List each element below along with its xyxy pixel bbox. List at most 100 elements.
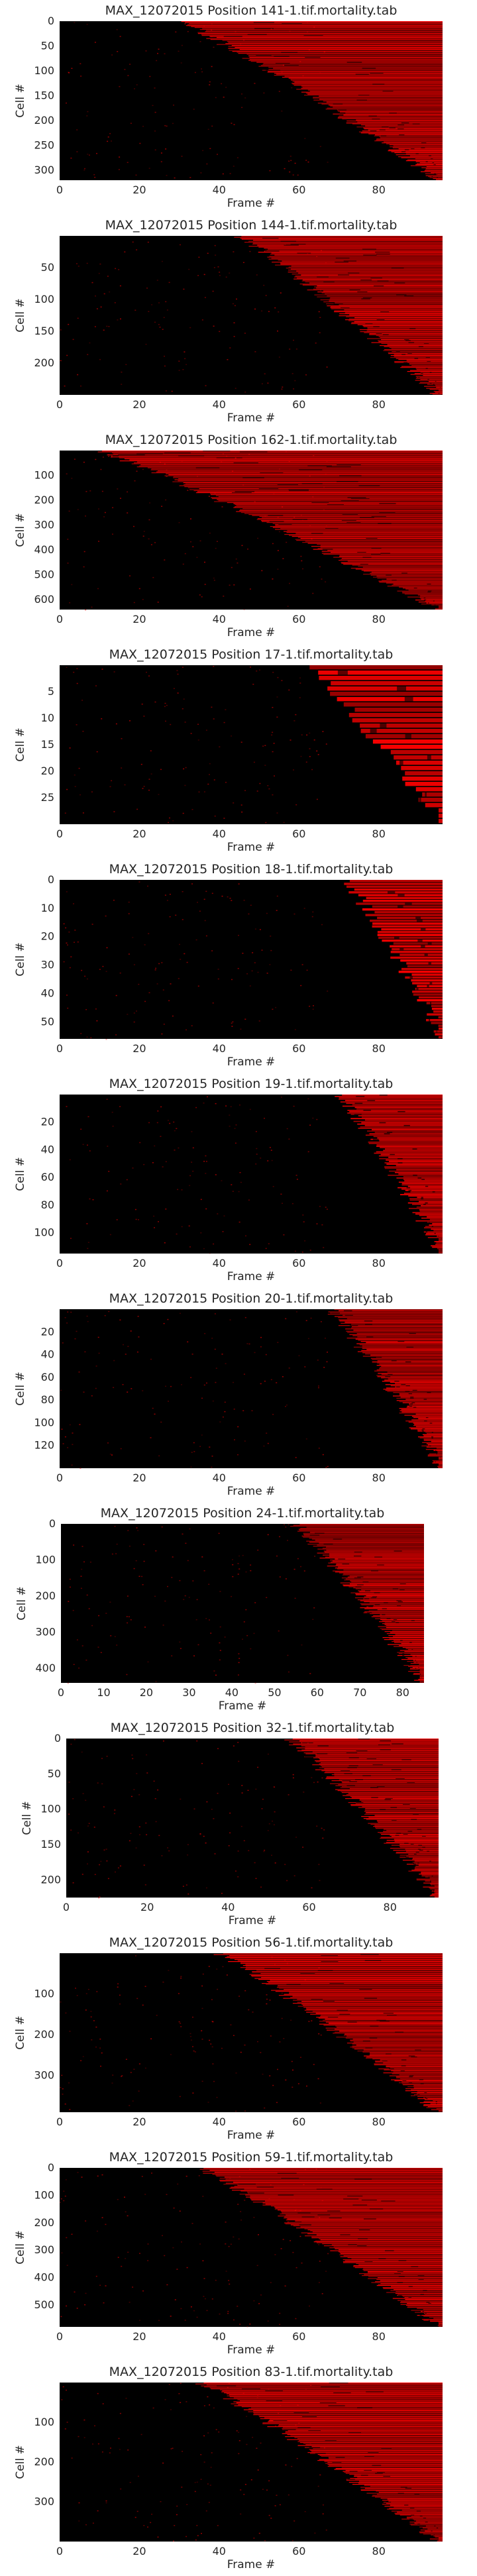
heatmap-row <box>433 1230 443 1232</box>
heatmap-speck <box>145 1822 147 1824</box>
heatmap-speck <box>211 892 213 894</box>
heatmap-row <box>345 2470 443 2471</box>
x-axis-label: Frame # <box>227 626 276 639</box>
heatmap-row <box>386 2292 443 2293</box>
heatmap-speck <box>295 1311 297 1313</box>
heatmap-speck <box>233 322 235 323</box>
heatmap-speck <box>203 898 205 900</box>
heatmap-row <box>394 1642 424 1643</box>
heatmap-speck <box>286 1880 288 1882</box>
heatmap-gap <box>429 1422 433 1424</box>
heatmap-row <box>376 1144 443 1146</box>
heatmap-speck <box>190 518 191 519</box>
heatmap-speck <box>148 789 150 791</box>
heatmap-row <box>301 274 443 276</box>
heatmap-row <box>346 2480 443 2481</box>
heatmap-gap <box>427 361 431 362</box>
heatmap-speck <box>161 1526 163 1528</box>
heatmap-gap <box>402 1653 405 1654</box>
heatmap-speck <box>89 1150 91 1152</box>
heatmap-row <box>394 1841 439 1842</box>
heatmap-speck <box>207 1096 208 1098</box>
heatmap-speck <box>65 927 67 929</box>
heatmap-speck <box>61 2252 63 2254</box>
heatmap-speck <box>74 941 75 943</box>
heatmap-gap <box>373 1138 379 1140</box>
heatmap-row <box>113 453 443 455</box>
heatmap-speck <box>116 28 118 30</box>
heatmap-speck <box>85 1659 87 1661</box>
heatmap-speck <box>272 1820 273 1822</box>
heatmap-speck <box>167 1847 169 1849</box>
heatmap-row <box>392 947 443 951</box>
y-tick-label: 200 <box>40 1873 61 1886</box>
heatmap-row <box>304 2010 443 2011</box>
heatmap-speck <box>73 903 74 904</box>
heatmap-row <box>404 1180 443 1182</box>
heatmap-speck <box>242 2392 244 2394</box>
heatmap-gap <box>417 377 420 378</box>
heatmap-gap <box>432 1191 435 1193</box>
heatmap-speck <box>149 502 151 504</box>
heatmap-speck <box>190 2039 192 2041</box>
heatmap-row <box>248 55 443 56</box>
heatmap-speck <box>186 1029 187 1031</box>
heatmap-row <box>251 1976 443 1977</box>
heatmap-speck <box>311 769 313 771</box>
heatmap-gap <box>327 504 344 506</box>
heatmap-gap <box>264 1968 280 1969</box>
heatmap-row <box>418 1679 424 1680</box>
heatmap-gap <box>402 2080 407 2082</box>
heatmap-row <box>387 2498 443 2500</box>
heatmap-speck <box>100 1652 102 1653</box>
heatmap-row <box>195 2383 443 2385</box>
heatmap-row <box>419 1214 443 1216</box>
heatmap-speck <box>279 238 281 239</box>
heatmap-speck <box>115 994 117 996</box>
heatmap-row <box>368 1823 439 1824</box>
heatmap-speck <box>241 811 243 813</box>
heatmap-row <box>357 1336 443 1338</box>
heatmap-speck <box>279 2041 281 2043</box>
heatmap-speck <box>148 311 150 312</box>
heatmap-gap <box>433 384 435 385</box>
heatmap-speck <box>272 707 274 708</box>
x-axis-label: Frame # <box>227 411 276 425</box>
heatmap-speck <box>307 1098 309 1100</box>
heatmap-speck <box>197 739 199 741</box>
heatmap-row <box>396 1397 443 1399</box>
x-tick-label: 30 <box>182 1686 195 1699</box>
heatmap-speck <box>203 274 205 276</box>
heatmap-speck <box>292 1203 293 1205</box>
heatmap-speck <box>138 2090 140 2092</box>
heatmap-speck <box>284 1959 286 1960</box>
heatmap-row <box>383 2288 443 2289</box>
heatmap-speck <box>203 791 205 792</box>
heatmap-speck <box>282 1203 283 1204</box>
heatmap-speck <box>198 256 200 258</box>
heatmap-speck <box>119 1106 121 1107</box>
heatmap-gap <box>399 947 404 951</box>
heatmap-speck <box>66 1322 68 1324</box>
heatmap-speck <box>99 263 101 265</box>
heatmap-speck <box>138 1794 140 1796</box>
heatmap-speck <box>254 962 256 963</box>
heatmap-speck <box>173 104 174 106</box>
heatmap-row <box>366 1342 443 1344</box>
heatmap-row <box>350 1796 439 1798</box>
heatmap-row <box>354 2475 443 2476</box>
heatmap-speck <box>158 1455 160 1457</box>
heatmap-speck <box>268 311 270 312</box>
heatmap-speck <box>244 333 246 334</box>
heatmap-row <box>439 814 443 818</box>
heatmap-speck <box>178 2021 180 2023</box>
heatmap-gap <box>425 2098 428 2100</box>
x-tick-label: 0 <box>56 2116 63 2128</box>
heatmap-speck <box>259 782 261 784</box>
x-tick-label: 40 <box>225 1686 238 1699</box>
heatmap-row <box>366 1819 439 1820</box>
heatmap-row <box>429 2538 443 2540</box>
heatmap-gap <box>422 1428 425 1430</box>
heatmap-speck <box>94 42 96 43</box>
heatmap-speck <box>109 786 111 788</box>
